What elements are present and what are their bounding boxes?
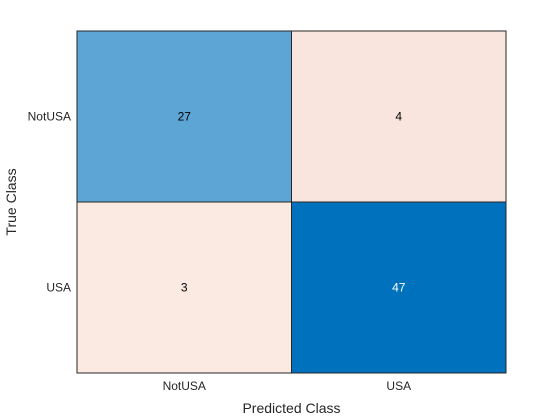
matrix-cells: 27 4 3 47 — [76, 30, 507, 374]
plot-frame — [76, 30, 507, 374]
cell-value-label: 27 — [178, 110, 192, 124]
x-tick-labels: NotUSA USA — [163, 379, 412, 393]
x-axis-title: Predicted Class — [242, 400, 340, 416]
x-tick-label: USA — [386, 379, 411, 393]
matrix-cell — [291, 30, 507, 203]
matrix-cell — [76, 201, 292, 374]
matrix-cell — [76, 30, 292, 203]
cell-value-label: 4 — [395, 110, 402, 124]
cell-value-label: 47 — [392, 281, 406, 295]
cell-value-label: 3 — [181, 281, 188, 295]
x-tick-label: NotUSA — [163, 379, 206, 393]
y-tick-label: NotUSA — [28, 110, 71, 124]
y-axis-title: True Class — [3, 168, 19, 235]
y-tick-label: USA — [46, 281, 71, 295]
matrix-cell — [291, 201, 507, 374]
y-tick-labels: NotUSA USA — [28, 110, 71, 295]
